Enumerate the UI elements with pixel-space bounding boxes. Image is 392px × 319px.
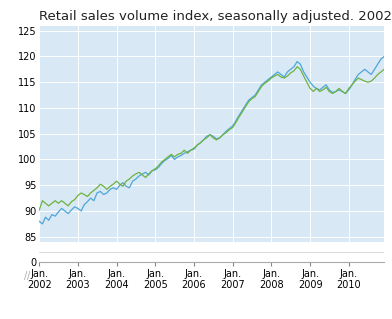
Text: Retail sales volume index, seasonally adjusted. 2002-2010: Retail sales volume index, seasonally ad… <box>39 10 392 23</box>
Text: /: / <box>27 271 30 281</box>
Text: /: / <box>24 271 27 281</box>
